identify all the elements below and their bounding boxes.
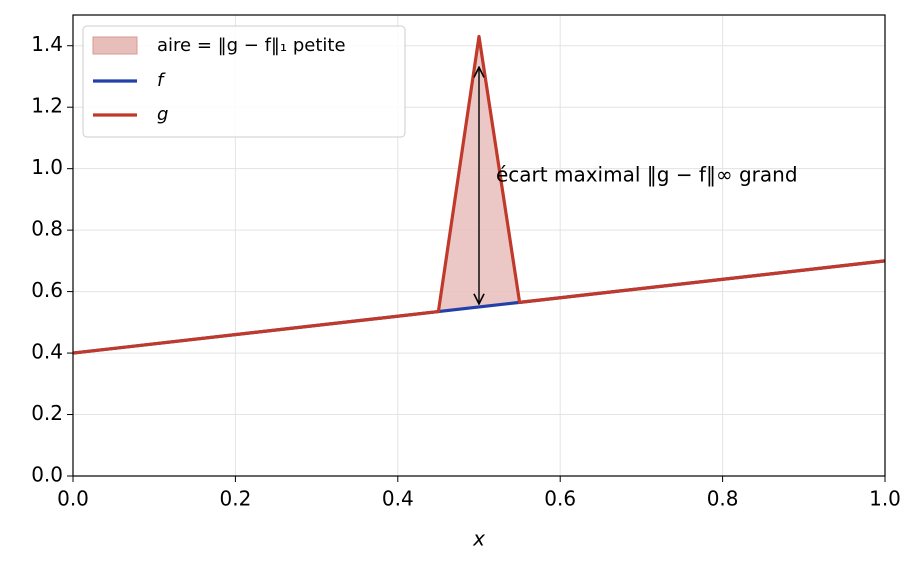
y-tick-label: 0.2 xyxy=(31,401,63,425)
y-tick-label: 0.4 xyxy=(31,340,63,364)
y-tick-label: 1.2 xyxy=(31,94,63,118)
y-tick-label: 0.6 xyxy=(31,278,63,302)
x-tick-label: 1.0 xyxy=(869,487,901,511)
annotation-text: écart maximal ‖g − f‖∞ grand xyxy=(496,163,798,187)
x-tick-label: 0.8 xyxy=(707,487,739,511)
x-tick-label: 0.4 xyxy=(382,487,414,511)
y-tick-label: 1.4 xyxy=(31,32,63,56)
y-tick-label: 1.0 xyxy=(31,155,63,179)
x-tick-label: 0.6 xyxy=(544,487,576,511)
line xyxy=(72,34,886,355)
y-tick-label: 0.0 xyxy=(31,463,63,487)
legend-swatch xyxy=(92,36,138,55)
plot-frame xyxy=(72,14,886,477)
legend: aire = ‖g − f‖₁ petite fg xyxy=(82,25,406,138)
legend-label: aire = ‖g − f‖₁ petite xyxy=(157,35,346,56)
legend-label: f xyxy=(157,70,166,91)
y-tick-label: 0.8 xyxy=(31,217,63,241)
legend-label: g xyxy=(157,104,168,125)
legend-box xyxy=(82,25,406,138)
x-tick-label: 0.0 xyxy=(57,487,89,511)
x-axis-label: x xyxy=(472,527,485,551)
x-tick-label: 0.2 xyxy=(219,487,251,511)
